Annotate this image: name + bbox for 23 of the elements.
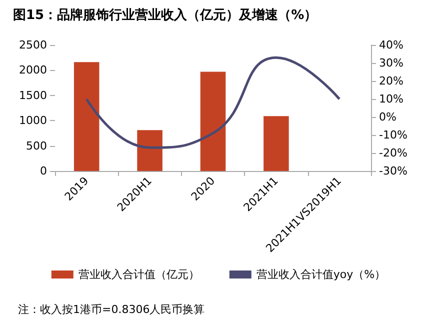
line-series xyxy=(85,56,341,149)
y2-tick-label: 40% xyxy=(379,38,404,52)
y2-tick-label: 0% xyxy=(379,110,396,124)
y2-tick-label: -20% xyxy=(379,146,408,160)
y-tick-label: 2000 xyxy=(19,64,47,77)
bar xyxy=(137,130,162,171)
y2-tick-label: 10% xyxy=(379,92,404,106)
bar xyxy=(264,116,289,171)
y2-tick-label: 20% xyxy=(379,74,404,88)
text: 注：收入按1港币=0.8306人民币换算 xyxy=(18,303,205,316)
y-tick-label: 2500 xyxy=(19,38,47,52)
y-tick-label: 0 xyxy=(40,164,47,178)
y-tick-label: 500 xyxy=(26,139,47,152)
bar xyxy=(74,62,100,171)
chart-title: 图15：品牌服饰行业营业收入（亿元）及增速（%） xyxy=(13,7,318,23)
y-tick-label: 1500 xyxy=(19,88,47,102)
y2-tick-label: -10% xyxy=(379,128,408,142)
y-tick-label: 1000 xyxy=(19,114,47,128)
legend-label: 营业收入合计值yoy（%） xyxy=(256,268,386,281)
y2-tick-label: 30% xyxy=(379,56,404,70)
y2-tick-label: -30% xyxy=(379,164,408,178)
legend-label: 营业收入合计值（亿元） xyxy=(78,268,200,281)
bar xyxy=(200,72,226,171)
